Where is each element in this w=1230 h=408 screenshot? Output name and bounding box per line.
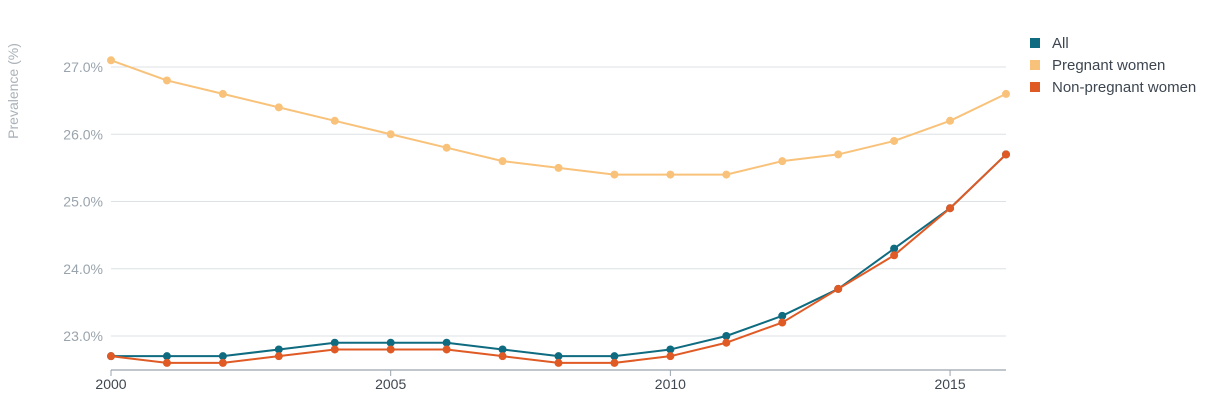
data-point xyxy=(330,116,339,125)
data-point xyxy=(330,338,339,347)
data-point xyxy=(946,204,955,213)
data-point xyxy=(498,352,507,361)
data-point xyxy=(778,157,787,166)
y-tick-label: 27.0% xyxy=(63,59,103,75)
legend-swatch xyxy=(1030,38,1040,48)
data-point xyxy=(722,332,731,340)
data-point xyxy=(554,352,563,361)
data-point xyxy=(330,345,339,354)
data-point xyxy=(162,352,171,361)
series-line xyxy=(110,153,1007,364)
series-layer xyxy=(107,56,1010,367)
legend-swatch xyxy=(1030,82,1040,92)
data-point xyxy=(722,170,731,179)
legend-label: Non-pregnant women xyxy=(1052,79,1196,96)
data-point xyxy=(666,345,675,354)
data-point xyxy=(274,345,283,354)
grid-layer xyxy=(111,66,1006,337)
y-tick-label: 25.0% xyxy=(63,194,103,210)
data-point xyxy=(890,251,899,260)
data-point xyxy=(274,352,283,361)
data-point xyxy=(554,163,563,172)
data-point xyxy=(666,352,675,361)
data-point xyxy=(1002,150,1010,159)
data-point xyxy=(218,358,227,367)
y-axis-title: Prevalence (%) xyxy=(5,43,21,139)
series-non-pregnant-women xyxy=(107,150,1010,367)
data-point xyxy=(1002,89,1010,98)
data-point xyxy=(162,76,171,85)
axis-layer: 23.0% 24.0% 25.0% 26.0% 27.0% 2000 2005 2010 201… xyxy=(5,43,1006,392)
data-point xyxy=(498,345,507,354)
data-point xyxy=(107,352,115,361)
x-tick-label: 2010 xyxy=(655,376,686,392)
legend-item[interactable]: Pregnant women xyxy=(1030,57,1165,74)
x-tick-label: 2015 xyxy=(934,376,965,392)
data-point xyxy=(834,284,843,293)
data-point xyxy=(834,150,843,159)
data-point xyxy=(162,358,171,367)
legend[interactable]: All Pregnant women Non-pregnant women xyxy=(1030,35,1196,96)
x-tick-label: 2005 xyxy=(375,376,406,392)
data-point xyxy=(778,318,787,327)
data-point xyxy=(890,244,899,253)
x-tick-label: 2000 xyxy=(95,376,126,392)
data-point xyxy=(498,157,507,166)
data-point xyxy=(610,170,619,179)
series-line xyxy=(110,153,1007,358)
legend-label: All xyxy=(1052,35,1069,52)
legend-item[interactable]: Non-pregnant women xyxy=(1030,79,1196,96)
series-all xyxy=(107,150,1010,361)
data-point xyxy=(610,358,619,367)
data-point xyxy=(778,311,787,320)
data-point xyxy=(554,358,563,367)
data-point xyxy=(107,56,115,65)
data-point xyxy=(890,136,899,145)
data-point xyxy=(442,345,451,354)
data-point xyxy=(610,352,619,361)
data-point xyxy=(274,103,283,112)
legend-label: Pregnant women xyxy=(1052,57,1165,74)
data-point xyxy=(946,116,955,125)
y-tick-label: 23.0% xyxy=(63,328,103,344)
data-point xyxy=(386,130,395,139)
y-tick-label: 26.0% xyxy=(63,126,103,142)
data-point xyxy=(442,338,451,347)
series-line xyxy=(110,59,1007,176)
data-point xyxy=(442,143,451,152)
y-tick-label: 24.0% xyxy=(63,261,103,277)
data-point xyxy=(218,352,227,361)
data-point xyxy=(386,345,395,354)
data-point xyxy=(386,338,395,347)
data-point xyxy=(722,338,731,347)
series-pregnant-women xyxy=(107,56,1010,179)
legend-swatch xyxy=(1030,60,1040,70)
legend-item[interactable]: All xyxy=(1030,35,1069,52)
data-point xyxy=(666,170,675,179)
data-point xyxy=(218,89,227,98)
